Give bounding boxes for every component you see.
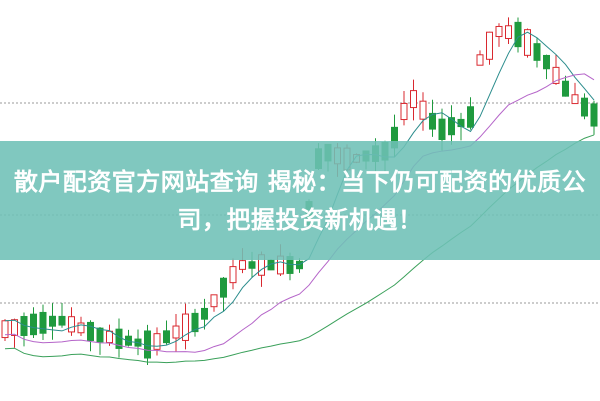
candle-body: [239, 260, 246, 270]
candle-body: [96, 327, 104, 343]
candle-body: [163, 330, 170, 344]
candle-body: [457, 118, 465, 128]
candle-body: [68, 316, 75, 333]
candle-body: [267, 259, 275, 271]
candle-body: [58, 315, 66, 326]
candle-body: [248, 261, 256, 269]
candle-body: [191, 312, 199, 333]
article-title: 散户配资官方网站查询 揭秘：当下仍可配资的优质公司，把握投资新机遇！: [13, 167, 587, 234]
candle-body: [495, 25, 503, 38]
candle-body: [229, 266, 237, 284]
candle-body: [125, 335, 132, 346]
candle-body: [438, 118, 446, 141]
candle-body: [39, 311, 47, 334]
candle-body: [524, 29, 531, 56]
candle-body: [153, 333, 161, 350]
candle-body: [419, 100, 427, 120]
moving-average-line: [4, 31, 595, 347]
candle-body: [476, 54, 484, 66]
candle-body: [562, 80, 569, 97]
candle-body: [11, 319, 18, 336]
title-banner: 散户配资官方网站查询 揭秘：当下仍可配资的优质公司，把握投资新机遇！: [0, 141, 600, 260]
candle-body: [201, 307, 208, 320]
candle-body: [49, 315, 56, 327]
candle-body: [448, 117, 455, 136]
candle-body: [220, 277, 227, 298]
candle-body: [571, 94, 579, 105]
candle-body: [106, 330, 113, 344]
candle-body: [182, 313, 189, 341]
candle-body: [533, 43, 541, 61]
candle-body: [144, 330, 151, 359]
candle-body: [429, 112, 436, 130]
candle-body: [543, 54, 550, 70]
candle-body: [467, 106, 474, 128]
candle-body: [410, 90, 417, 109]
candle-body: [210, 294, 218, 308]
candle-body: [172, 325, 180, 339]
candle-body: [30, 313, 37, 336]
candle-body: [552, 66, 560, 84]
candle-body: [486, 31, 493, 60]
candle-body: [590, 103, 598, 127]
candle-body: [505, 25, 512, 39]
moving-average-line: [4, 73, 595, 353]
candle-body: [514, 21, 522, 48]
candle-body: [87, 321, 94, 341]
candle-body: [581, 97, 588, 117]
candle-body: [400, 102, 408, 121]
candle-body: [77, 322, 85, 334]
